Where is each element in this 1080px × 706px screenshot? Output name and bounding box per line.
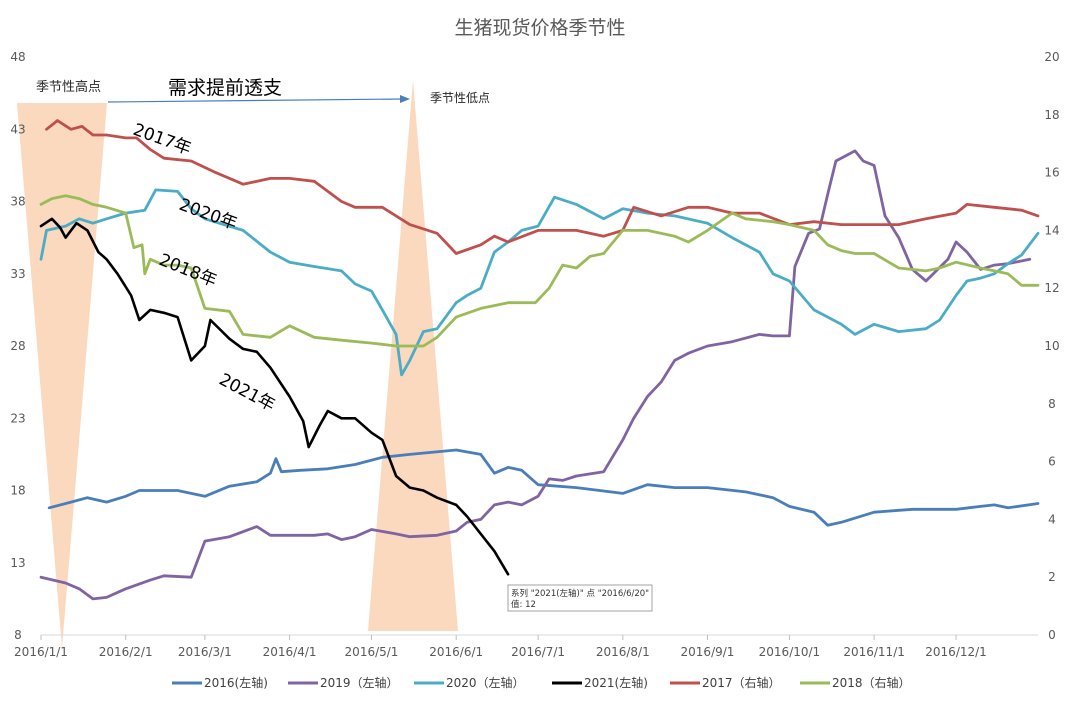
x-tick-label: 2016/12/1 <box>925 645 987 659</box>
demand-arrow-shaft <box>107 98 403 103</box>
data-point-tooltip: 系列 "2021(左轴)" 点 "2016/6/20"值: 12 <box>507 584 653 612</box>
y-left-tick-label: 48 <box>10 50 25 64</box>
annotation-seasonal-high: 季节性高点 <box>36 79 101 95</box>
tooltip-line-2: 值: 12 <box>511 599 536 610</box>
y-left-tick-label: 13 <box>10 556 25 570</box>
x-axis-ticks: 2016/1/1 2016/2/1 2016/3/1 2016/4/1 2016/5/1… <box>14 635 987 659</box>
seasonal-high-zone <box>17 103 107 648</box>
y-right-tick-label: 6 <box>1048 455 1056 469</box>
x-tick-label: 2016/2/1 <box>99 645 153 659</box>
chart-title: 生猪现货价格季节性 <box>454 17 625 39</box>
y-left-tick-label: 23 <box>10 411 25 425</box>
y-right-tick-label: 0 <box>1048 628 1056 642</box>
y-right-tick-label: 8 <box>1048 397 1056 411</box>
y-right-tick-label: 16 <box>1044 166 1059 180</box>
x-tick-label: 2016/6/1 <box>429 645 483 659</box>
x-tick-label: 2016/3/1 <box>178 645 232 659</box>
x-tick-label: 2016/10/1 <box>759 645 821 659</box>
legend-label-5: 2018（右轴） <box>832 675 911 690</box>
demand-arrow-head <box>400 95 410 103</box>
y-left-axis-ticks: 8 13 18 23 28 33 38 43 48 <box>10 50 25 642</box>
legend: 2016(左轴) 2019（左轴） 2020（左轴） 2021(左轴) 2017（右轴）… <box>172 675 911 690</box>
y-right-tick-label: 2 <box>1048 570 1056 584</box>
x-tick-label: 2016/4/1 <box>263 645 317 659</box>
annotation-demand-overdraft: 需求提前透支 <box>168 77 282 99</box>
tooltip-box <box>507 584 653 612</box>
y-right-tick-label: 10 <box>1044 339 1059 353</box>
series-line-1 <box>39 149 1032 601</box>
x-tick-label: 2016/5/1 <box>345 645 399 659</box>
x-tick-label: 2016/7/1 <box>511 645 565 659</box>
legend-label-4: 2017（右轴） <box>702 675 781 690</box>
y-right-tick-label: 4 <box>1048 512 1056 526</box>
y-left-tick-label: 8 <box>14 628 22 642</box>
y-left-tick-label: 33 <box>10 267 25 281</box>
legend-label-2: 2020（左轴） <box>446 675 525 690</box>
y-right-tick-label: 12 <box>1044 281 1059 295</box>
y-right-tick-label: 20 <box>1044 50 1059 64</box>
y-right-tick-label: 18 <box>1044 108 1059 122</box>
x-tick-label: 2016/9/1 <box>681 645 735 659</box>
series-line-2 <box>39 188 1040 377</box>
series-line-4 <box>45 119 1040 255</box>
annotation-seasonal-low: 季节性低点 <box>430 91 490 105</box>
x-tick-label: 2016/8/1 <box>596 645 650 659</box>
legend-label-3: 2021(左轴) <box>584 675 648 690</box>
series-line-5 <box>39 194 1040 348</box>
tooltip-line-1: 系列 "2021(左轴)" 点 "2016/6/20" <box>511 588 649 599</box>
y-left-tick-label: 43 <box>10 122 25 136</box>
y-left-tick-label: 38 <box>10 195 25 209</box>
y-right-tick-label: 14 <box>1044 223 1059 237</box>
y-left-tick-label: 18 <box>10 484 25 498</box>
legend-label-0: 2016(左轴) <box>204 675 268 690</box>
y-right-axis-ticks: 0 2 4 6 8 10 12 14 16 18 20 <box>1044 50 1059 642</box>
y-left-tick-label: 28 <box>10 339 25 353</box>
legend-label-1: 2019（左轴） <box>320 675 399 690</box>
series-lines <box>39 119 1040 601</box>
x-tick-label: 2016/11/1 <box>843 645 905 659</box>
x-tick-label: 2016/1/1 <box>14 645 68 659</box>
series-line-3 <box>39 217 510 576</box>
series-line-0 <box>47 448 1040 527</box>
